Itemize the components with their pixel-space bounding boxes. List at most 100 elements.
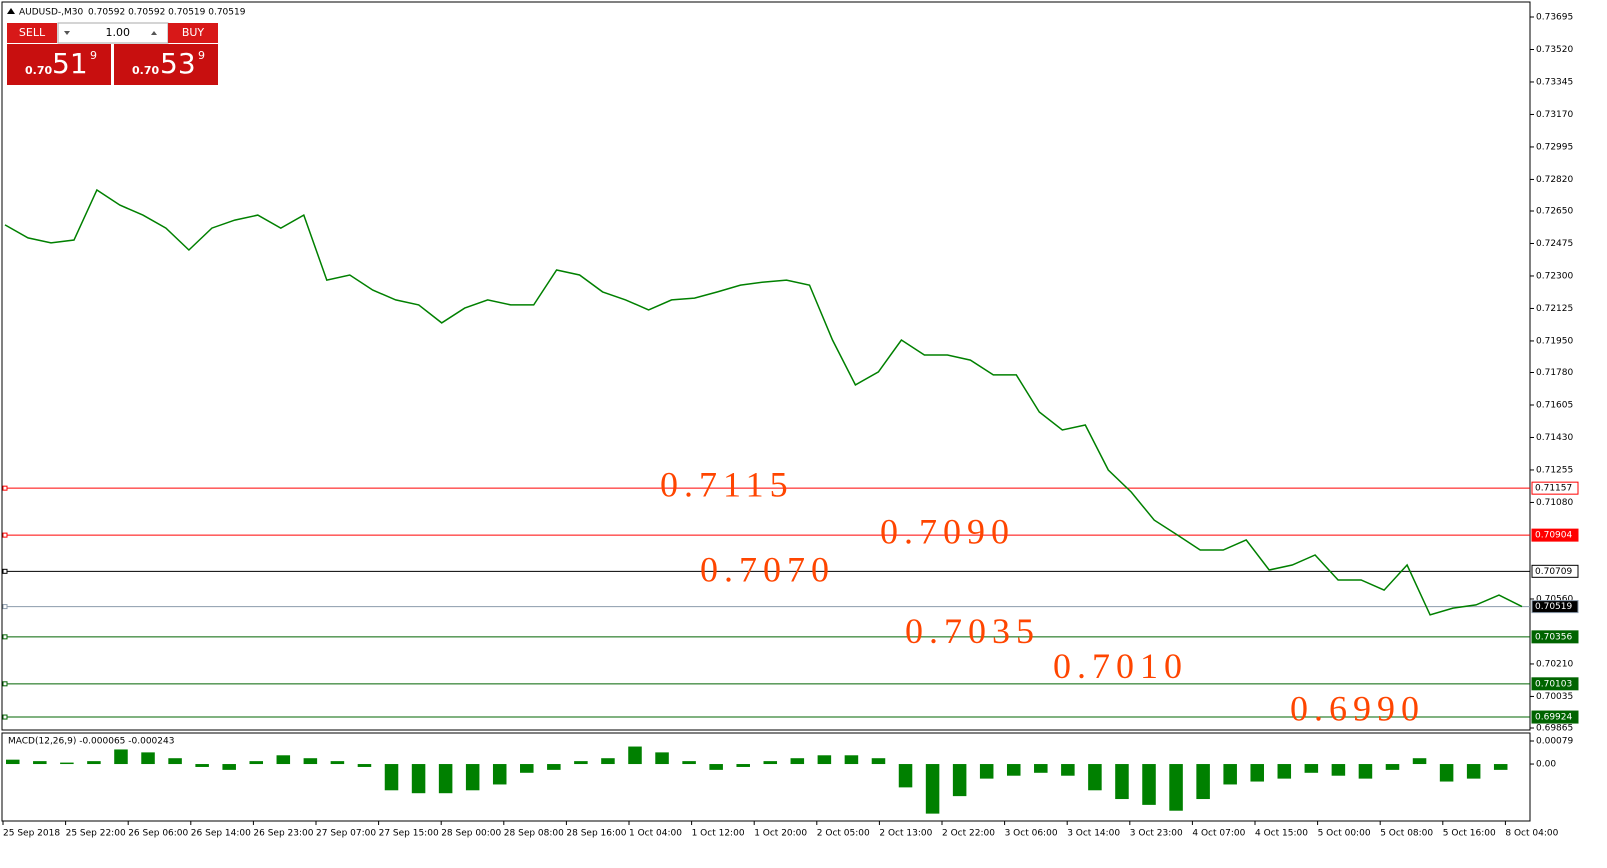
price-line (4, 188, 1523, 616)
macd-bar (682, 761, 696, 765)
ask-prefix: 0.70 (132, 64, 159, 77)
macd-bar (1006, 764, 1021, 776)
level-tag: 0.70103 (1535, 679, 1572, 689)
macd-frame (1, 732, 1531, 822)
macd-bar (276, 755, 291, 765)
ask-big: 53 (160, 47, 196, 80)
level-note: 0.6990 (1290, 688, 1425, 728)
x-tick-label: 2 Oct 05:00 (817, 829, 870, 839)
x-tick-label: 2 Oct 13:00 (879, 829, 932, 839)
macd-bar (249, 761, 264, 765)
y-tick-label: 0.73520 (1536, 45, 1573, 55)
buy-button[interactable] (168, 23, 218, 43)
macd-bar (574, 761, 588, 765)
sell-button[interactable] (7, 23, 57, 43)
x-tick-label: 25 Sep 22:00 (66, 829, 126, 839)
y-tick-label: 0.73695 (1536, 13, 1573, 23)
level-handle (2, 681, 8, 687)
macd-bar (1439, 764, 1454, 782)
macd-bar (303, 758, 318, 765)
y-tick-label: 0.72300 (1536, 271, 1573, 281)
x-tick-label: 3 Oct 14:00 (1067, 829, 1120, 839)
x-tick-label: 5 Oct 16:00 (1443, 829, 1496, 839)
macd-bar (330, 761, 345, 765)
y-tick-label: 0.71605 (1536, 400, 1573, 410)
level-note: 0.7070 (700, 550, 835, 590)
macd-bar (114, 749, 128, 765)
x-tick-label: 3 Oct 06:00 (1005, 829, 1058, 839)
y-tick-label: 0.71780 (1536, 368, 1573, 378)
macd-bar (222, 764, 236, 770)
symbol: AUDUSD-,M30 (19, 8, 84, 18)
buy-label: BUY (182, 26, 205, 39)
macd-bar (492, 764, 507, 785)
y-tick-label: 0.73345 (1536, 77, 1573, 87)
macd-bar (1304, 764, 1319, 773)
macd-bar (141, 752, 155, 765)
macd-bar (628, 746, 642, 765)
macd-bar (1142, 764, 1156, 805)
y-tick-label: 0.73170 (1536, 110, 1573, 120)
macd-bar (763, 761, 778, 765)
level-handle (2, 485, 8, 491)
macd-bar (871, 758, 886, 765)
level-note: 0.7090 (880, 511, 1015, 551)
x-tick-label: 28 Sep 16:00 (566, 829, 626, 839)
bid-prefix: 0.70 (25, 64, 52, 77)
ask-box[interactable] (114, 44, 218, 85)
bid-big: 51 (52, 47, 88, 80)
macd-bar (1493, 764, 1508, 770)
level-tag: 0.70356 (1535, 632, 1572, 642)
level-tag-bg (1531, 677, 1579, 691)
macd-bar (1358, 764, 1373, 779)
x-tick-label: 1 Oct 04:00 (629, 829, 682, 839)
macd-bar (1277, 764, 1292, 779)
main-frame (1, 1, 1531, 731)
level-tag-bg (1531, 630, 1579, 644)
macd-bar (520, 764, 534, 773)
macd-bar (1412, 758, 1427, 765)
macd-bar (6, 759, 20, 765)
bid-box[interactable] (7, 44, 111, 85)
y-tick-label: 0.72650 (1536, 206, 1573, 216)
macd-bar (1196, 764, 1210, 800)
macd-bar (1169, 764, 1183, 811)
bid-small: 9 (90, 49, 97, 62)
collapse-icon[interactable] (7, 8, 15, 14)
macd-bar (438, 764, 453, 794)
level-note: 0.7035 (905, 611, 1040, 651)
macd-bar (1331, 764, 1346, 776)
y-tick-label: 0.72125 (1536, 304, 1573, 314)
ohlc: 0.70592 0.70592 0.70519 0.70519 (88, 8, 246, 18)
x-tick-label: 5 Oct 00:00 (1318, 829, 1371, 839)
macd-y-tick-label: 0.00 (1536, 760, 1556, 770)
x-tick-label: 27 Sep 15:00 (379, 829, 439, 839)
x-tick-label: 25 Sep 2018 (3, 829, 60, 839)
macd-bar (655, 752, 669, 765)
y-tick-label: 0.69865 (1536, 724, 1573, 734)
macd-bar (1061, 764, 1075, 776)
sell-label: SELL (19, 26, 46, 39)
level-tag-bg (1531, 528, 1579, 542)
x-tick-label: 27 Sep 07:00 (316, 829, 376, 839)
macd-bar (87, 761, 101, 765)
lot-value: 1.00 (106, 26, 131, 39)
level-tag: 0.70709 (1535, 567, 1572, 577)
y-tick-label: 0.71080 (1536, 498, 1573, 508)
y-tick-label: 0.70035 (1536, 692, 1573, 702)
level-note: 0.7115 (660, 464, 794, 504)
macd-bar (790, 758, 805, 765)
level-tag: 0.70904 (1535, 531, 1572, 541)
macd-bar (547, 764, 561, 770)
macd-bar (411, 764, 426, 794)
macd-bar (952, 764, 967, 797)
level-tag: 0.69924 (1535, 713, 1572, 723)
y-tick-label: 0.72995 (1536, 142, 1573, 152)
x-tick-label: 4 Oct 07:00 (1192, 829, 1245, 839)
x-tick-label: 1 Oct 20:00 (754, 829, 807, 839)
macd-bar (601, 758, 615, 765)
macd-bar (384, 764, 399, 791)
macd-bar (1250, 764, 1264, 782)
